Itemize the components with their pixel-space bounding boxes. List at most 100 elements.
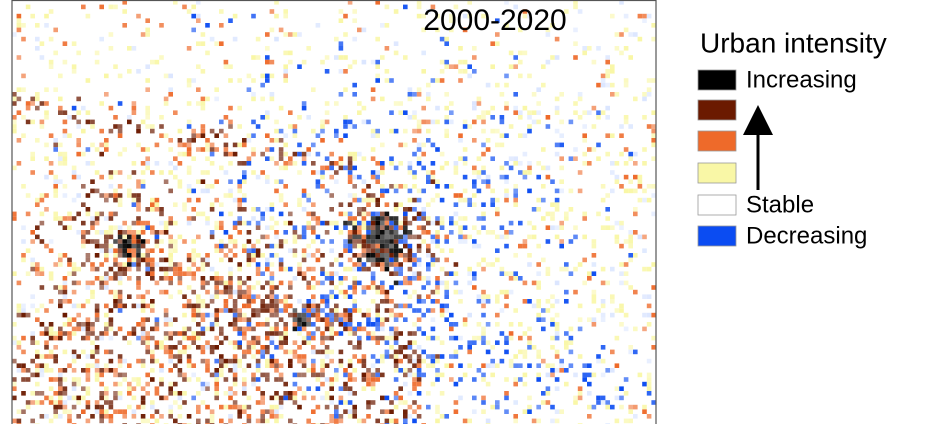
map-pixel — [481, 377, 486, 382]
map-pixel — [182, 350, 187, 355]
map-pixel — [201, 382, 206, 387]
map-pixel — [233, 345, 238, 350]
map-pixel — [306, 281, 311, 286]
map-pixel — [90, 331, 95, 336]
map-pixel — [426, 216, 431, 221]
map-pixel — [127, 248, 132, 253]
map-pixel — [463, 60, 468, 65]
map-pixel — [95, 345, 100, 350]
map-pixel — [260, 216, 265, 221]
map-pixel — [288, 281, 293, 286]
map-pixel — [481, 363, 486, 368]
map-pixel — [265, 207, 270, 212]
map-pixel — [403, 212, 408, 217]
map-pixel — [513, 92, 518, 97]
map-pixel — [251, 244, 256, 249]
map-pixel — [21, 87, 26, 92]
map-pixel — [329, 350, 334, 355]
map-pixel — [339, 18, 344, 23]
map-pixel — [122, 221, 127, 226]
map-pixel — [201, 317, 206, 322]
map-pixel — [201, 359, 206, 364]
map-pixel — [260, 271, 265, 276]
map-pixel — [159, 55, 164, 60]
map-pixel — [527, 129, 532, 134]
map-pixel — [472, 69, 477, 74]
map-pixel — [426, 354, 431, 359]
map-pixel — [495, 299, 500, 304]
map-pixel — [454, 262, 459, 267]
map-pixel — [343, 244, 348, 249]
map-pixel — [127, 276, 132, 281]
map-pixel — [394, 129, 399, 134]
map-pixel — [403, 345, 408, 350]
map-pixel — [628, 156, 633, 161]
map-pixel — [412, 276, 417, 281]
map-pixel — [536, 207, 541, 212]
map-pixel — [155, 198, 160, 203]
map-pixel — [127, 262, 132, 267]
map-pixel — [274, 37, 279, 42]
map-pixel — [95, 313, 100, 318]
map-pixel — [141, 230, 146, 235]
map-pixel — [283, 143, 288, 148]
map-pixel — [509, 124, 514, 129]
map-pixel — [159, 239, 164, 244]
map-pixel — [205, 156, 210, 161]
map-pixel — [375, 225, 380, 230]
map-pixel — [237, 359, 242, 364]
map-pixel — [251, 170, 256, 175]
map-pixel — [348, 64, 353, 69]
map-pixel — [334, 419, 339, 424]
map-pixel — [274, 304, 279, 309]
map-pixel — [168, 354, 173, 359]
map-pixel — [513, 161, 518, 166]
map-pixel — [348, 120, 353, 125]
map-pixel — [380, 317, 385, 322]
map-pixel — [251, 373, 256, 378]
map-pixel — [76, 97, 81, 102]
map-pixel — [472, 276, 477, 281]
map-pixel — [260, 170, 265, 175]
map-pixel — [329, 414, 334, 419]
map-pixel — [605, 83, 610, 88]
map-pixel — [311, 276, 316, 281]
map-pixel — [546, 60, 551, 65]
map-pixel — [72, 396, 77, 401]
map-pixel — [651, 143, 656, 148]
map-pixel — [375, 221, 380, 226]
map-pixel — [421, 69, 426, 74]
map-pixel — [550, 294, 555, 299]
map-pixel — [242, 331, 247, 336]
map-pixel — [375, 78, 380, 83]
map-pixel — [159, 396, 164, 401]
map-pixel — [109, 276, 114, 281]
map-pixel — [339, 166, 344, 171]
map-pixel — [329, 396, 334, 401]
map-pixel — [293, 239, 298, 244]
map-pixel — [145, 78, 150, 83]
map-pixel — [118, 294, 123, 299]
map-pixel — [444, 363, 449, 368]
map-pixel — [210, 152, 215, 157]
map-pixel — [270, 271, 275, 276]
map-pixel — [17, 110, 22, 115]
map-pixel — [513, 64, 518, 69]
map-pixel — [168, 189, 173, 194]
map-pixel — [375, 258, 380, 263]
map-pixel — [513, 419, 518, 424]
map-pixel — [555, 354, 560, 359]
map-pixel — [214, 244, 219, 249]
map-pixel — [343, 317, 348, 322]
map-pixel — [159, 382, 164, 387]
map-pixel — [182, 313, 187, 318]
map-pixel — [95, 230, 100, 235]
map-pixel — [573, 225, 578, 230]
map-pixel — [472, 202, 477, 207]
map-pixel — [136, 336, 141, 341]
map-pixel — [44, 244, 49, 249]
map-pixel — [104, 304, 109, 309]
map-pixel — [371, 281, 376, 286]
map-pixel — [86, 110, 91, 115]
map-pixel — [58, 253, 63, 258]
